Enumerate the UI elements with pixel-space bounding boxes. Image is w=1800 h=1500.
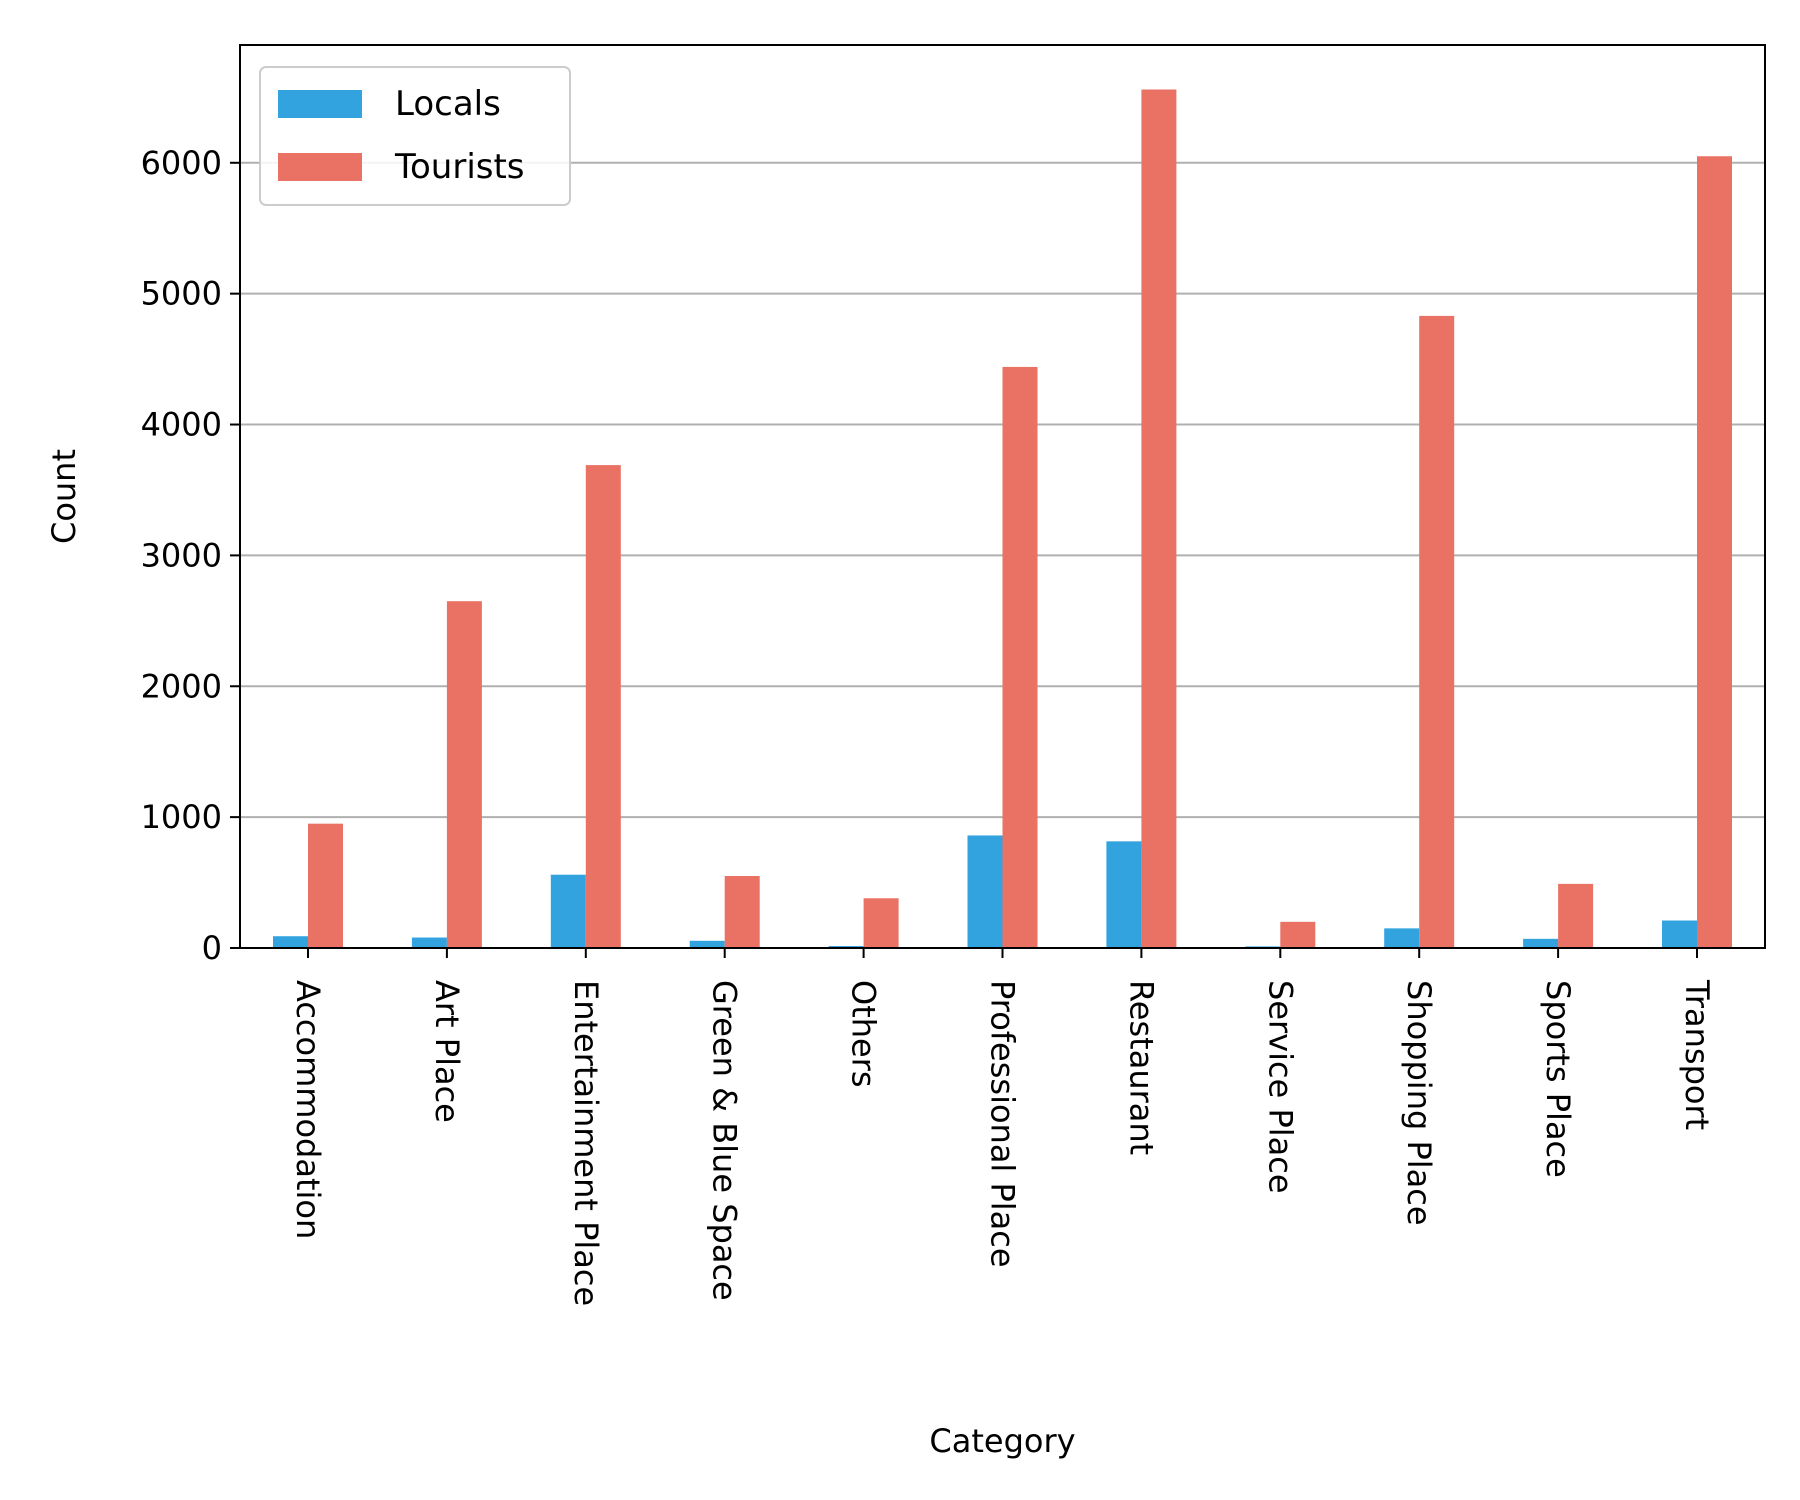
- x-tick-label-1: Art Place: [428, 980, 466, 1123]
- bar-tourists-7: [1280, 921, 1316, 948]
- x-tick-label-6: Restaurant: [1122, 980, 1160, 1155]
- x-tick-label-9: Sports Place: [1539, 980, 1577, 1178]
- bar-locals-10: [1662, 920, 1697, 948]
- bar-locals-3: [689, 940, 725, 948]
- bar-tourists-2: [585, 465, 621, 948]
- x-tick-label-3: Green & Blue Space: [706, 980, 744, 1301]
- bar-locals-0: [273, 936, 308, 948]
- x-tick-label-10: Transport: [1678, 979, 1716, 1130]
- x-tick-label-0: Accommodation: [289, 980, 327, 1239]
- x-tick-label-5: Professional Place: [984, 980, 1022, 1268]
- bar-tourists-4: [863, 898, 899, 948]
- legend: Locals Tourists: [259, 66, 571, 206]
- y-tick-label-3000: 3000: [141, 536, 222, 574]
- bar-tourists-10: [1697, 156, 1732, 948]
- y-axis-ticks: 0 1000 2000 3000 4000 5000 6000: [141, 144, 240, 967]
- bar-locals-5: [967, 835, 1003, 948]
- x-tick-label-7: Service Place: [1261, 980, 1299, 1194]
- y-tick-label-6000: 6000: [141, 144, 222, 182]
- legend-label-tourists: Tourists: [394, 147, 525, 187]
- x-tick-label-2: Entertainment Place: [567, 980, 605, 1306]
- x-tick-label-8: Shopping Place: [1400, 980, 1438, 1226]
- x-axis-label: Category: [929, 1422, 1075, 1460]
- bar-locals-9: [1523, 938, 1559, 948]
- bar-tourists-0: [308, 823, 343, 948]
- bar-tourists-9: [1558, 883, 1594, 948]
- bar-locals-2: [550, 874, 586, 948]
- bars: [273, 89, 1732, 949]
- y-axis-label: Count: [45, 449, 83, 544]
- bar-tourists-6: [1141, 89, 1177, 948]
- bar-tourists-1: [446, 601, 482, 948]
- y-tick-label-2000: 2000: [141, 667, 222, 705]
- legend-label-locals: Locals: [395, 84, 501, 124]
- bar-locals-6: [1106, 841, 1142, 948]
- x-axis-ticks: Accommodation Art Place Entertainment Plac…: [289, 948, 1716, 1306]
- legend-swatch-tourists: [278, 153, 362, 181]
- bar-locals-1: [411, 937, 447, 948]
- y-tick-label-5000: 5000: [141, 275, 222, 313]
- bar-tourists-5: [1002, 366, 1038, 949]
- bar-tourists-8: [1419, 315, 1455, 948]
- y-tick-label-4000: 4000: [141, 406, 222, 444]
- legend-swatch-locals: [278, 90, 362, 118]
- y-tick-label-1000: 1000: [141, 798, 222, 836]
- y-tick-label-0: 0: [202, 929, 222, 967]
- bar-tourists-3: [724, 876, 760, 948]
- bar-locals-8: [1384, 928, 1420, 948]
- x-tick-label-4: Others: [845, 980, 883, 1088]
